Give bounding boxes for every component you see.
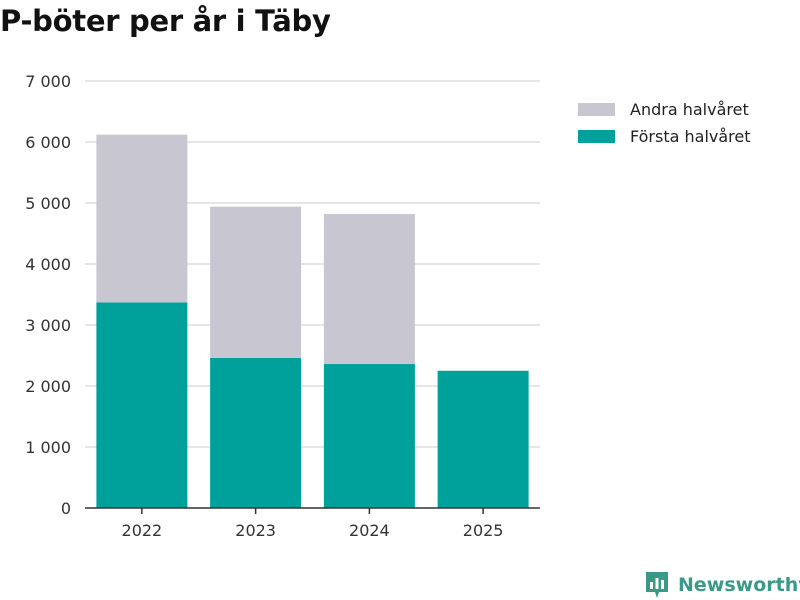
legend-swatch-andra — [578, 103, 615, 116]
legend: Andra halvåret Första halvåret — [578, 96, 751, 150]
bar-2022-andra[interactable] — [96, 134, 188, 303]
bars — [96, 134, 529, 508]
y-tick-label: 2 000 — [25, 377, 71, 396]
bar-2024-andra[interactable] — [323, 213, 415, 365]
legend-label-andra: Andra halvåret — [630, 100, 749, 119]
y-tick-label: 3 000 — [25, 316, 71, 335]
y-tick-label: 6 000 — [25, 133, 71, 152]
x-tick-label: 2024 — [349, 521, 390, 540]
bar-2023-andra[interactable] — [210, 206, 302, 358]
bar-2022-forsta[interactable] — [96, 302, 188, 508]
x-tick-label: 2023 — [235, 521, 276, 540]
y-axis-ticks: 0 1 000 2 000 3 000 4 000 5 000 6 000 7 000 — [25, 72, 71, 518]
x-axis-ticks: 2022 2023 2024 2025 — [122, 508, 504, 540]
bar-2025-forsta[interactable] — [437, 370, 529, 508]
newsworthy-logo-text: Newsworthy — [678, 574, 800, 596]
y-tick-label: 4 000 — [25, 255, 71, 274]
bar-2023-forsta[interactable] — [210, 357, 302, 508]
newsworthy-logo-icon — [646, 572, 668, 598]
legend-label-forsta: Första halvåret — [630, 127, 751, 146]
y-tick-label: 1 000 — [25, 438, 71, 457]
chart-title: P-böter per år i Täby — [0, 4, 331, 38]
y-tick-label: 7 000 — [25, 72, 71, 91]
y-tick-label: 0 — [61, 499, 71, 518]
x-tick-label: 2025 — [463, 521, 504, 540]
bar-2024-forsta[interactable] — [323, 364, 415, 508]
legend-swatch-forsta — [578, 130, 615, 143]
newsworthy-logo: Newsworthy — [644, 570, 800, 600]
legend-item-forsta[interactable]: Första halvåret — [578, 123, 751, 150]
legend-item-andra[interactable]: Andra halvåret — [578, 96, 751, 123]
x-tick-label: 2022 — [122, 521, 163, 540]
y-tick-label: 5 000 — [25, 194, 71, 213]
